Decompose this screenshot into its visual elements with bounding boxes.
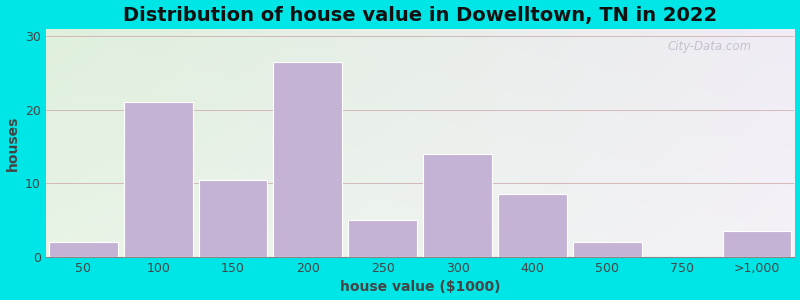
Bar [198,180,267,257]
Text: City-Data.com: City-Data.com [667,40,751,53]
Bar [498,194,567,257]
X-axis label: house value ($1000): house value ($1000) [340,280,500,294]
Bar [348,220,417,257]
Bar [49,242,118,257]
Y-axis label: houses: houses [6,115,19,171]
Title: Distribution of house value in Dowelltown, TN in 2022: Distribution of house value in Dowelltow… [123,6,718,25]
Bar [124,103,193,257]
Bar [573,242,642,257]
Bar [423,154,492,257]
Bar [274,62,342,257]
Bar [722,231,791,257]
